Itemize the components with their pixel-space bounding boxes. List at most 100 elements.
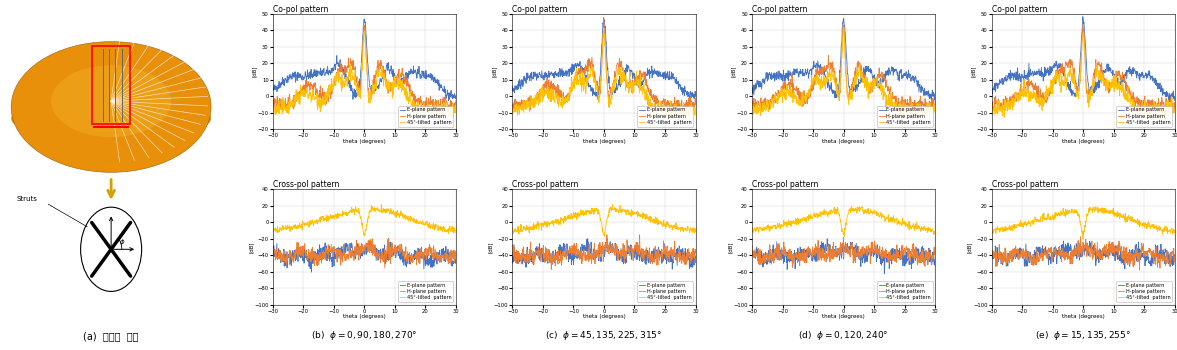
E-plane pattern	[792, 253, 806, 257]
H-plane pattern	[659, 113, 673, 117]
X-axis label: theta (degrees): theta (degrees)	[1062, 139, 1104, 144]
H-plane pattern	[1123, 89, 1137, 93]
Ellipse shape	[11, 96, 211, 141]
45°-tilted  pattern	[1068, 209, 1082, 213]
45°-tilted  pattern	[552, 96, 566, 100]
E-plane pattern	[1168, 259, 1177, 263]
E-plane pattern	[837, 16, 851, 21]
45°-tilted  pattern	[1168, 110, 1177, 114]
E-plane pattern	[985, 258, 999, 262]
E-plane pattern	[689, 94, 703, 99]
45°-tilted  pattern	[434, 119, 448, 123]
45°-tilted  pattern	[348, 84, 363, 88]
H-plane pattern	[588, 251, 603, 256]
45°-tilted  pattern	[884, 220, 898, 224]
H-plane pattern	[1108, 245, 1122, 249]
E-plane pattern	[266, 87, 280, 91]
45°-tilted  pattern	[927, 229, 942, 233]
45°-tilted  pattern	[777, 222, 791, 226]
Text: Cross-pol pattern: Cross-pol pattern	[512, 180, 579, 189]
X-axis label: theta (degrees): theta (degrees)	[823, 139, 865, 144]
H-plane pattern	[1092, 250, 1106, 254]
H-plane pattern	[538, 86, 552, 90]
45°-tilted  pattern	[614, 209, 629, 213]
E-plane pattern	[1108, 72, 1122, 76]
E-plane pattern	[1123, 252, 1137, 256]
E-plane pattern	[552, 243, 566, 247]
Legend: E-plane pattern, H-plane pattern, 45°-tilted  pattern: E-plane pattern, H-plane pattern, 45°-ti…	[398, 106, 453, 127]
45°-tilted  pattern	[613, 66, 627, 70]
45°-tilted  pattern	[853, 71, 867, 75]
H-plane pattern	[927, 248, 942, 252]
E-plane pattern	[985, 92, 999, 96]
E-plane pattern	[927, 264, 942, 268]
Legend: E-plane pattern, H-plane pattern, 45°-tilted  pattern: E-plane pattern, H-plane pattern, 45°-ti…	[398, 281, 453, 302]
Ellipse shape	[11, 42, 211, 172]
H-plane pattern	[505, 103, 519, 107]
E-plane pattern	[665, 267, 679, 271]
E-plane pattern	[1017, 75, 1031, 79]
H-plane pattern	[348, 254, 363, 258]
Line: H-plane pattern: H-plane pattern	[752, 26, 935, 114]
H-plane pattern	[614, 249, 629, 253]
E-plane pattern	[853, 81, 867, 85]
45°-tilted  pattern	[538, 90, 552, 94]
E-plane pattern	[883, 72, 897, 77]
Text: (e)  $\phi=15,135,255\degree$: (e) $\phi=15,135,255\degree$	[1036, 329, 1131, 343]
Legend: E-plane pattern, H-plane pattern, 45°-tilted  pattern: E-plane pattern, H-plane pattern, 45°-ti…	[637, 106, 693, 127]
E-plane pattern	[1057, 239, 1071, 243]
H-plane pattern	[374, 254, 388, 259]
45°-tilted  pattern	[644, 100, 658, 105]
E-plane pattern	[1031, 68, 1045, 72]
45°-tilted  pattern	[827, 212, 842, 216]
Text: (a)  스트럿  위치: (a) 스트럿 위치	[84, 331, 139, 341]
45°-tilted  pattern	[1017, 77, 1031, 81]
45°-tilted  pattern	[448, 107, 463, 112]
45°-tilted  pattern	[1017, 220, 1031, 224]
45°-tilted  pattern	[985, 228, 999, 232]
E-plane pattern	[829, 254, 843, 258]
45°-tilted  pattern	[605, 203, 619, 207]
45°-tilted  pattern	[745, 226, 759, 230]
Line: 45°-tilted  pattern: 45°-tilted pattern	[273, 205, 455, 236]
Text: (c)  $\phi=45,135,225,315\degree$: (c) $\phi=45,135,225,315\degree$	[545, 329, 663, 343]
E-plane pattern	[1068, 250, 1082, 254]
H-plane pattern	[1068, 250, 1082, 254]
Text: (d)  $\phi=0,120,240\degree$: (d) $\phi=0,120,240\degree$	[798, 329, 889, 343]
E-plane pattern	[348, 96, 363, 100]
E-plane pattern	[745, 251, 759, 256]
E-plane pattern	[588, 257, 603, 261]
Text: Cross-pol pattern: Cross-pol pattern	[752, 180, 818, 189]
H-plane pattern	[867, 77, 882, 82]
H-plane pattern	[553, 261, 567, 265]
H-plane pattern	[985, 254, 999, 259]
E-plane pattern	[689, 261, 703, 265]
45°-tilted  pattern	[629, 80, 643, 84]
H-plane pattern	[853, 253, 867, 258]
45°-tilted  pattern	[313, 219, 327, 223]
45°-tilted  pattern	[358, 234, 372, 238]
E-plane pattern	[745, 91, 759, 95]
Bar	[92, 46, 131, 124]
E-plane pattern	[305, 270, 319, 274]
45°-tilted  pattern	[670, 119, 684, 123]
45°-tilted  pattern	[927, 110, 942, 114]
E-plane pattern	[867, 249, 882, 253]
Legend: E-plane pattern, H-plane pattern, 45°-tilted  pattern: E-plane pattern, H-plane pattern, 45°-ti…	[637, 281, 693, 302]
E-plane pattern	[777, 259, 791, 264]
H-plane pattern	[1092, 62, 1106, 66]
E-plane pattern	[1017, 251, 1031, 255]
45°-tilted  pattern	[1031, 218, 1045, 222]
H-plane pattern	[313, 95, 327, 99]
45°-tilted  pattern	[505, 112, 519, 116]
H-plane pattern	[388, 252, 403, 256]
E-plane pattern	[614, 77, 629, 82]
45°-tilted  pattern	[1158, 119, 1172, 124]
H-plane pattern	[448, 98, 463, 102]
Y-axis label: [dB]: [dB]	[248, 241, 253, 253]
H-plane pattern	[829, 255, 843, 259]
Line: H-plane pattern: H-plane pattern	[752, 237, 935, 267]
X-axis label: theta (degrees): theta (degrees)	[343, 139, 386, 144]
E-plane pattern	[867, 78, 882, 83]
Line: 45°-tilted  pattern: 45°-tilted pattern	[992, 33, 1175, 121]
